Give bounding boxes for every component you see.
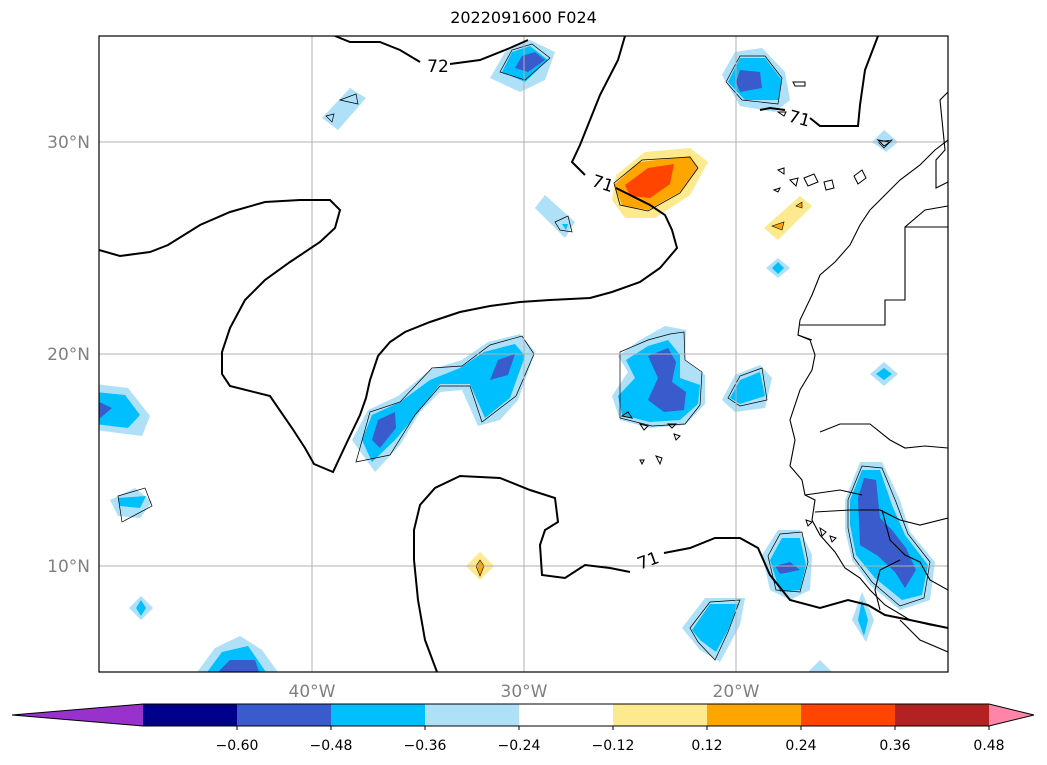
contour-72: [449, 39, 529, 65]
lon-label: 20°W: [713, 682, 760, 702]
anomaly-blob: [110, 487, 153, 523]
contour-label: 71: [635, 548, 662, 574]
anomaly-blob: [352, 334, 535, 472]
contour-label: 71: [589, 171, 616, 197]
colorbar-tick-label: 0.48: [973, 738, 1004, 754]
contour-71: [413, 474, 631, 672]
anomaly-blob: [322, 88, 366, 130]
anomaly-blob: [722, 48, 790, 112]
map-title: 2022091600 F024: [450, 8, 597, 27]
colorbar-segment: [707, 704, 802, 726]
colorbar-segment: [425, 704, 520, 726]
lat-label: 10°N: [47, 557, 90, 577]
colorbar-segment: [895, 704, 990, 726]
colorbar-extend-low: [12, 704, 143, 726]
colorbar-outline: [11, 703, 1035, 727]
colorbar-tick-label: −0.36: [404, 738, 447, 754]
anomaly-blob: [535, 195, 575, 238]
anomaly-blob: [490, 40, 555, 92]
anomaly-blob: [870, 362, 898, 386]
contour-71: [759, 106, 786, 111]
anomaly-blob: [129, 596, 153, 620]
anomaly-blob-positive: [612, 148, 708, 218]
lat-label: 20°N: [47, 345, 90, 365]
contour-label: 72: [427, 57, 449, 77]
height-contours: [99, 36, 948, 672]
colorbar-tick-label: −0.48: [310, 738, 353, 754]
anomaly-blob: [197, 636, 278, 672]
colorbar-tick-label: −0.12: [592, 738, 635, 754]
lon-label: 30°W: [501, 682, 548, 702]
colorbar-segment: [143, 704, 238, 726]
lon-labels: 40°W 30°W 20°W: [289, 682, 760, 702]
colorbar-segment: [519, 704, 614, 726]
anomaly-blob: [808, 660, 832, 672]
colorbar-tick-label: −0.60: [216, 738, 259, 754]
lon-label: 40°W: [289, 682, 336, 702]
contour-71: [99, 187, 679, 474]
contour-71: [663, 537, 948, 629]
colorbar-tick-label: 0.12: [691, 738, 722, 754]
contour-72: [334, 36, 421, 63]
lat-labels: 30°N 20°N 10°N: [47, 133, 90, 577]
colorbar-segment: [801, 704, 896, 726]
colorbar-tick-label: −0.24: [498, 738, 541, 754]
islands: [620, 81, 892, 543]
anomaly-blob: [766, 258, 790, 278]
colorbar-tick-label: 0.36: [879, 738, 910, 754]
anomaly-blob: [99, 384, 150, 436]
contour-71: [809, 36, 879, 127]
colorbar-segment: [331, 704, 426, 726]
anomaly-blob: [852, 592, 874, 642]
lat-label: 30°N: [47, 133, 90, 153]
contour-71: [570, 36, 626, 176]
anomaly-blob: [762, 530, 812, 600]
anomaly-blob: [612, 326, 705, 428]
anomaly-blob-positive: [764, 196, 812, 240]
coastlines: [789, 91, 948, 653]
colorbar-segment: [613, 704, 708, 726]
contour-labels: 72 71 71 71: [427, 57, 812, 574]
anomaly-blob: [722, 365, 772, 412]
anomaly-blob: [682, 598, 745, 662]
graticule: [99, 36, 948, 672]
anomaly-blob: [845, 462, 935, 610]
colorbar-tick-label: 0.24: [785, 738, 816, 754]
colorbar: −0.60 −0.48 −0.36 −0.24 −0.12 0.12 0.24 0.36 0.4…: [11, 703, 1035, 754]
map-frame: [98, 35, 949, 673]
contour-label: 71: [786, 107, 812, 132]
colorbar-extend-high: [989, 704, 1034, 726]
colorbar-segment: [237, 704, 332, 726]
